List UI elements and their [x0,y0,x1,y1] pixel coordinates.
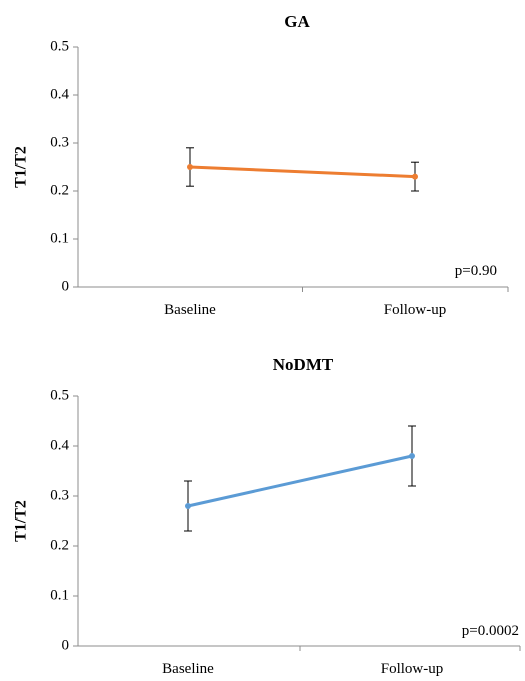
x-tick-label: Follow-up [381,661,444,677]
series-line [187,454,413,508]
p-value-annotation: p=0.90 [455,263,497,279]
y-tick-label: 0.5 [50,387,69,403]
y-tick-label: 0.4 [50,437,69,453]
y-tick-label: 0.2 [50,182,69,198]
y-tick-label: 0.1 [50,587,69,603]
y-tick-label: 0.1 [50,230,69,246]
series-line [189,165,416,179]
data-point [187,164,193,170]
chart-title: NoDMT [273,355,334,374]
chart-title: GA [284,12,310,31]
p-value-annotation: p=0.0002 [462,623,519,639]
data-point [409,453,415,459]
y-tick-label: 0 [62,278,70,294]
y-tick-label: 0.2 [50,537,69,553]
y-tick-label: 0.4 [50,86,69,102]
chart-nodmt: NoDMT T1/T2 0 0.1 0.2 0.3 0.4 0.5 Baseline Follow… [13,355,521,677]
y-axis-label: T1/T2 [13,146,30,188]
y-tick-label: 0 [62,637,70,653]
x-tick-label: Baseline [162,661,214,677]
y-tick-label: 0.5 [50,38,69,54]
x-tick-label: Baseline [164,302,216,318]
data-point [185,503,191,509]
data-point [412,173,418,180]
y-axis-label: T1/T2 [13,500,30,542]
x-tick-label: Follow-up [384,302,447,318]
chart-ga: GA T1/T2 0 0.1 0.2 0.3 0.4 0.5 Baseline Follow-up… [13,12,509,318]
y-tick-label: 0.3 [50,134,69,150]
y-tick-label: 0.3 [50,487,69,503]
